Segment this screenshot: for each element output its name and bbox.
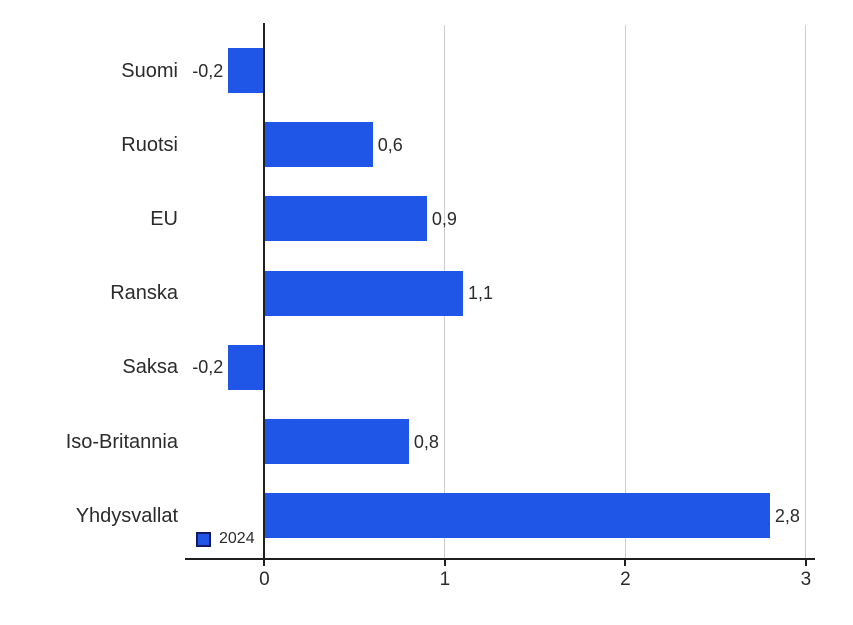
- value-label: 1,1: [467, 283, 494, 304]
- value-label: 0,8: [413, 431, 439, 452]
- category-label: Iso-Britannia: [65, 430, 178, 453]
- x-tick: [804, 558, 807, 566]
- bar-ranska: [264, 270, 463, 316]
- gridline: [624, 25, 626, 558]
- value-label: 0,6: [377, 134, 403, 155]
- bar-yhdysvallat: [264, 493, 770, 539]
- category-label: EU: [150, 207, 178, 230]
- category-label: Yhdysvallat: [75, 504, 178, 527]
- value-label: -0,2: [192, 357, 224, 378]
- x-tick-label: 2: [620, 569, 631, 590]
- value-label: -0,2: [192, 60, 224, 81]
- category-label: Ranska: [110, 282, 178, 305]
- plot-area: -0,2 0,6 0,9 1,1 -0,2 0,8 2,8: [185, 23, 815, 560]
- category-label: Suomi: [121, 59, 178, 82]
- bar-suomi: [228, 48, 265, 93]
- x-tick-label: 1: [439, 569, 451, 590]
- bar-iso-britannia: [264, 419, 409, 464]
- value-label: 0,9: [431, 208, 457, 229]
- x-tick-label: 0: [259, 569, 270, 590]
- bar-saksa: [228, 344, 265, 390]
- bar-ruotsi: [264, 122, 373, 168]
- category-label: Saksa: [122, 356, 178, 379]
- x-tick: [443, 558, 446, 566]
- zero-axis-line: [263, 23, 266, 558]
- x-tick: [263, 558, 266, 566]
- legend: 2024: [196, 531, 255, 547]
- x-tick-label: 3: [800, 569, 812, 590]
- legend-marker-icon: [196, 531, 211, 547]
- x-axis-line: [185, 558, 815, 560]
- gridline: [805, 25, 807, 558]
- bar-eu: [264, 196, 427, 242]
- legend-label: 2024: [219, 530, 255, 547]
- x-tick: [624, 558, 627, 566]
- category-label: Ruotsi: [121, 133, 178, 156]
- value-label: 2,8: [774, 505, 800, 526]
